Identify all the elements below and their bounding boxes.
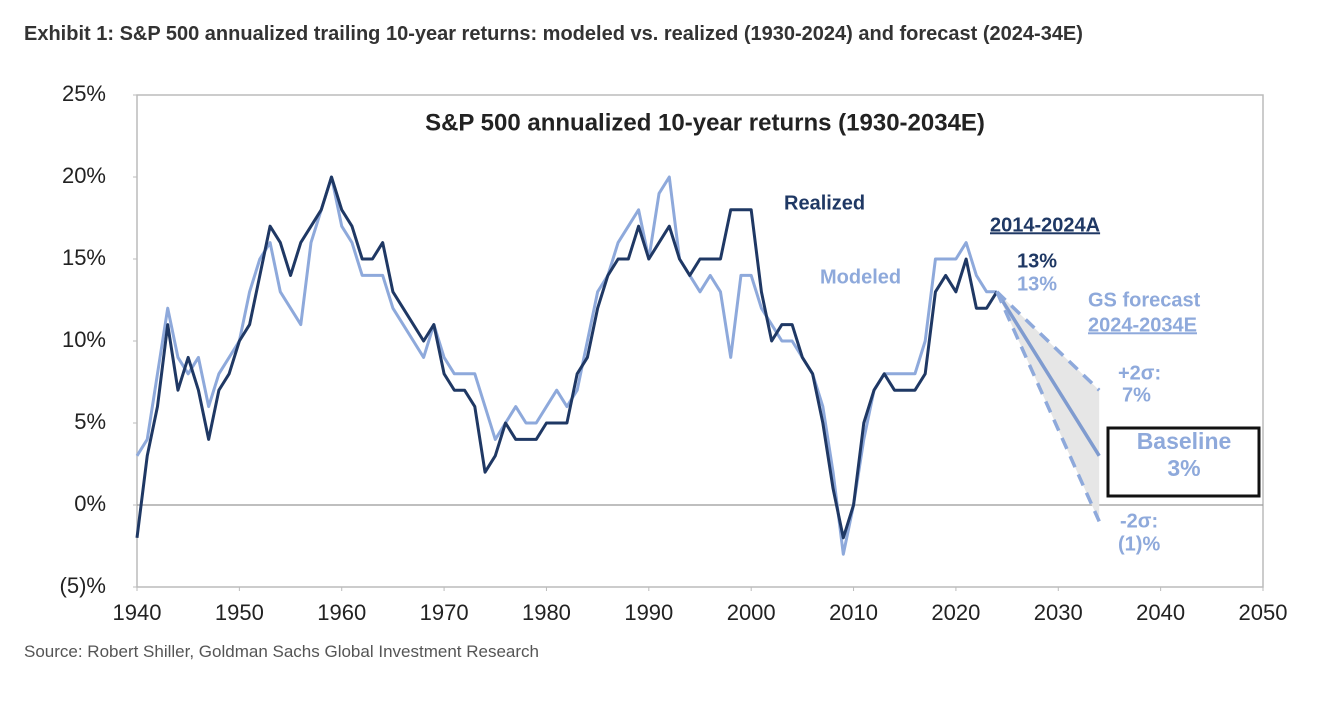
x-tick-label: 2020	[931, 600, 980, 625]
annotation: GS forecast	[1088, 289, 1201, 311]
series-label: +2σ:	[1118, 362, 1161, 384]
y-tick-label: 5%	[74, 409, 106, 434]
annotation: 7%	[1122, 384, 1151, 406]
series-line	[995, 290, 1101, 392]
source-note: Source: Robert Shiller, Goldman Sachs Gl…	[24, 642, 539, 661]
exhibit-title: Exhibit 1: S&P 500 annualized trailing 1…	[24, 23, 1083, 45]
series-line	[995, 290, 1101, 457]
annotation: 2024-2034E	[1088, 314, 1197, 336]
annotation: 2014-2024A	[990, 214, 1100, 236]
x-tick-label: 1980	[522, 600, 571, 625]
y-tick-label: 25%	[62, 81, 106, 106]
x-tick-label: 1990	[624, 600, 673, 625]
x-tick-label: 2030	[1034, 600, 1083, 625]
series-line	[995, 291, 1101, 523]
series-line	[135, 175, 997, 556]
annotation: 3%	[1167, 455, 1200, 481]
y-tick-label: 15%	[62, 245, 106, 270]
series-label: -2σ:	[1120, 510, 1158, 532]
y-tick-label: 20%	[62, 163, 106, 188]
series-label: Realized	[784, 192, 865, 214]
x-tick-label: 1940	[113, 600, 162, 625]
annotation: 13%	[1017, 273, 1057, 295]
x-tick-label: 1970	[420, 600, 469, 625]
x-tick-label: 2040	[1136, 600, 1185, 625]
series-label: Modeled	[820, 266, 901, 288]
x-tick-label: 2000	[727, 600, 776, 625]
chart-subtitle: S&P 500 annualized 10-year returns (1930…	[425, 109, 985, 136]
x-tick-label: 1960	[317, 600, 366, 625]
y-tick-label: 10%	[62, 327, 106, 352]
x-tick-label: 2010	[829, 600, 878, 625]
series-label: Baseline	[1137, 428, 1232, 454]
x-tick-label: 2050	[1239, 600, 1288, 625]
annotation: (1)%	[1118, 533, 1160, 555]
y-tick-label: 0%	[74, 491, 106, 516]
annotation: 13%	[1017, 250, 1057, 272]
x-tick-label: 1950	[215, 600, 264, 625]
y-tick-label: (5)%	[60, 573, 106, 598]
series-line	[135, 175, 999, 540]
baseline-box	[1106, 426, 1261, 498]
